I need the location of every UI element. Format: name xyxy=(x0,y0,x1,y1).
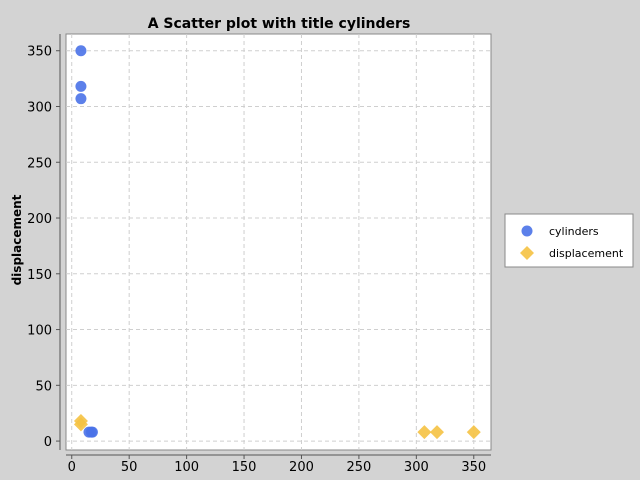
data-point-displacement xyxy=(430,425,445,440)
x-tick-label: 200 xyxy=(289,460,314,475)
x-tick-label: 150 xyxy=(232,460,257,475)
chart-title: A Scatter plot with title cylinders xyxy=(148,16,411,32)
plot-area xyxy=(65,33,492,451)
legend-label-displacement: displacement xyxy=(549,247,624,260)
data-point-cylinders xyxy=(75,93,87,105)
y-axis-title: displacement xyxy=(10,194,24,285)
legend-marker-displacement xyxy=(520,246,534,260)
x-tick-label: 100 xyxy=(174,460,199,475)
y-tick-label: 250 xyxy=(27,156,52,171)
data-point-displacement xyxy=(466,425,481,440)
y-tick-label: 50 xyxy=(35,379,52,394)
y-tick-label: 0 xyxy=(44,435,52,450)
y-tick-label: 100 xyxy=(27,324,52,339)
legend-marker-cylinders xyxy=(521,225,533,237)
axes: 0 50 100 150 200 250 300 350 0 50 100 150 200 250 300 3… xyxy=(27,34,491,475)
y-tick-label: 150 xyxy=(27,268,52,283)
y-tick-label: 300 xyxy=(27,100,52,115)
y-tick-label: 350 xyxy=(27,45,52,60)
data-point-cylinders xyxy=(86,426,98,438)
data-point-displacement xyxy=(417,425,432,440)
x-tick-label: 300 xyxy=(404,460,429,475)
legend-label-cylinders: cylinders xyxy=(549,225,599,238)
x-tick-label: 250 xyxy=(346,460,371,475)
grid xyxy=(66,34,491,450)
data-point-displacement xyxy=(73,417,88,432)
data-points xyxy=(73,45,481,440)
y-tick-label: 200 xyxy=(27,212,52,227)
data-point-cylinders xyxy=(75,45,87,57)
x-tick-label: 50 xyxy=(121,460,138,475)
x-tick-label: 350 xyxy=(461,460,486,475)
data-point-cylinders xyxy=(75,80,87,92)
x-tick-label: 0 xyxy=(68,460,76,475)
legend: cylinders displacement xyxy=(504,213,634,268)
